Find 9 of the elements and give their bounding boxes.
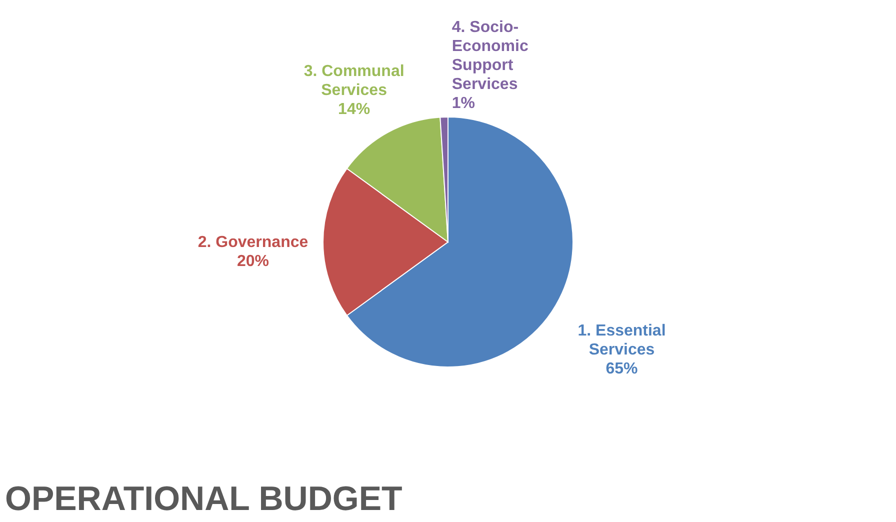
data-label: 1%	[452, 95, 476, 112]
slice-label: 1. Essential Services	[578, 322, 666, 359]
data-label: 14%	[338, 101, 370, 118]
slice-label: 2. Governance	[198, 234, 308, 251]
slice-label: 3. Communal Services	[304, 63, 404, 100]
data-label: 65%	[606, 360, 638, 378]
slice-label: 4. Socio-Economic Support Services	[452, 19, 528, 94]
text: OPERATIONAL BUDGET	[5, 480, 403, 518]
data-label: 20%	[236, 253, 270, 270]
